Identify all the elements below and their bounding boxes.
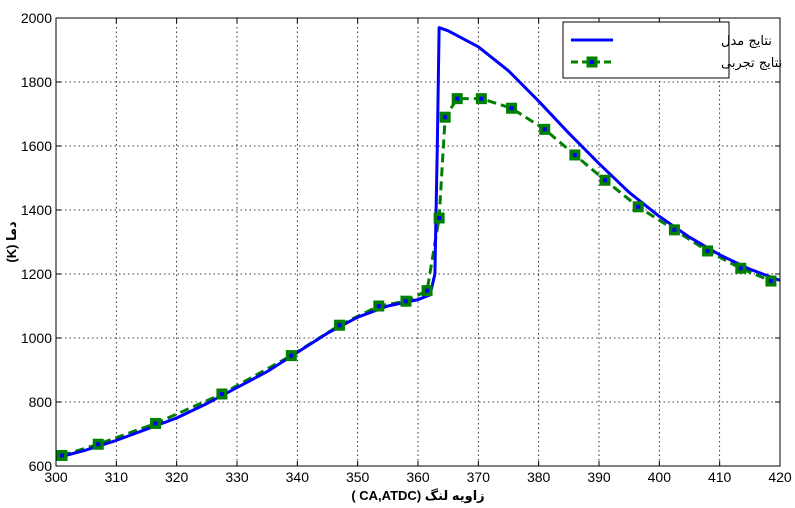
data-point-experimental-center [738,266,743,271]
x-tick-label: 330 [225,469,249,485]
data-point-experimental-center [509,106,514,111]
x-tick-label: 350 [346,469,370,485]
data-point-experimental-center [636,204,641,209]
series-layer [55,26,781,461]
data-point-experimental-center [455,96,460,101]
legend-label-model: نتایج مدل [721,34,772,49]
x-tick-label: 320 [165,469,189,485]
x-tick-label: 420 [768,469,792,485]
data-point-experimental-center [337,323,342,328]
x-axis-label: زاویه لنگ (CA,ATDC ) [351,488,484,503]
x-tick-label: 380 [527,469,551,485]
data-point-experimental-center [153,421,158,426]
legend-label-experimental: نتایج تجربی [721,56,782,71]
data-point-experimental-center [572,152,577,157]
series-line-model [55,26,781,460]
y-tick-label: 600 [29,458,53,474]
data-point-experimental-center [603,178,608,183]
y-tick-label: 1800 [21,74,52,90]
y-axis-label: دما (K) [4,221,19,263]
data-point-experimental-center [425,288,430,293]
x-tick-label: 340 [286,469,310,485]
data-point-experimental-center [376,304,381,308]
x-tick-label: 310 [105,469,129,485]
series-line-experimental [61,97,772,457]
data-point-experimental-center [437,216,442,220]
x-tick-label: 390 [587,469,611,485]
y-tick-label: 2000 [21,10,52,26]
ticks: 300 310 320 330 340 350 360 370 380 390 400 410 420 6… [21,10,792,485]
legend-box [562,21,730,79]
data-point-experimental-center [672,227,677,232]
x-tick-label: 370 [467,469,491,485]
y-tick-label: 1200 [21,266,52,282]
legend: نتایج مدل نتایج تجربی [562,21,782,79]
data-point-experimental-center [96,442,101,447]
x-tick-label: 300 [44,469,68,485]
grid [56,18,780,466]
legend-marker-experimental-center [590,60,594,64]
data-point-experimental-center [403,299,408,304]
data-point-experimental-center [479,96,484,101]
y-tick-label: 1600 [21,138,52,154]
data-point-experimental-center [60,453,65,458]
x-tick-label: 400 [648,469,672,485]
data-point-experimental-center [219,392,224,396]
data-point-experimental-center [705,248,710,253]
data-point-experimental-center [443,115,448,120]
data-point-experimental-center [542,127,547,132]
x-tick-label: 360 [406,469,430,485]
y-tick-label: 1400 [21,202,52,218]
data-point-experimental-center [768,279,773,284]
y-tick-label: 800 [29,394,53,410]
y-tick-label: 1000 [21,330,52,346]
data-point-experimental-center [289,353,294,358]
x-tick-label: 410 [708,469,732,485]
